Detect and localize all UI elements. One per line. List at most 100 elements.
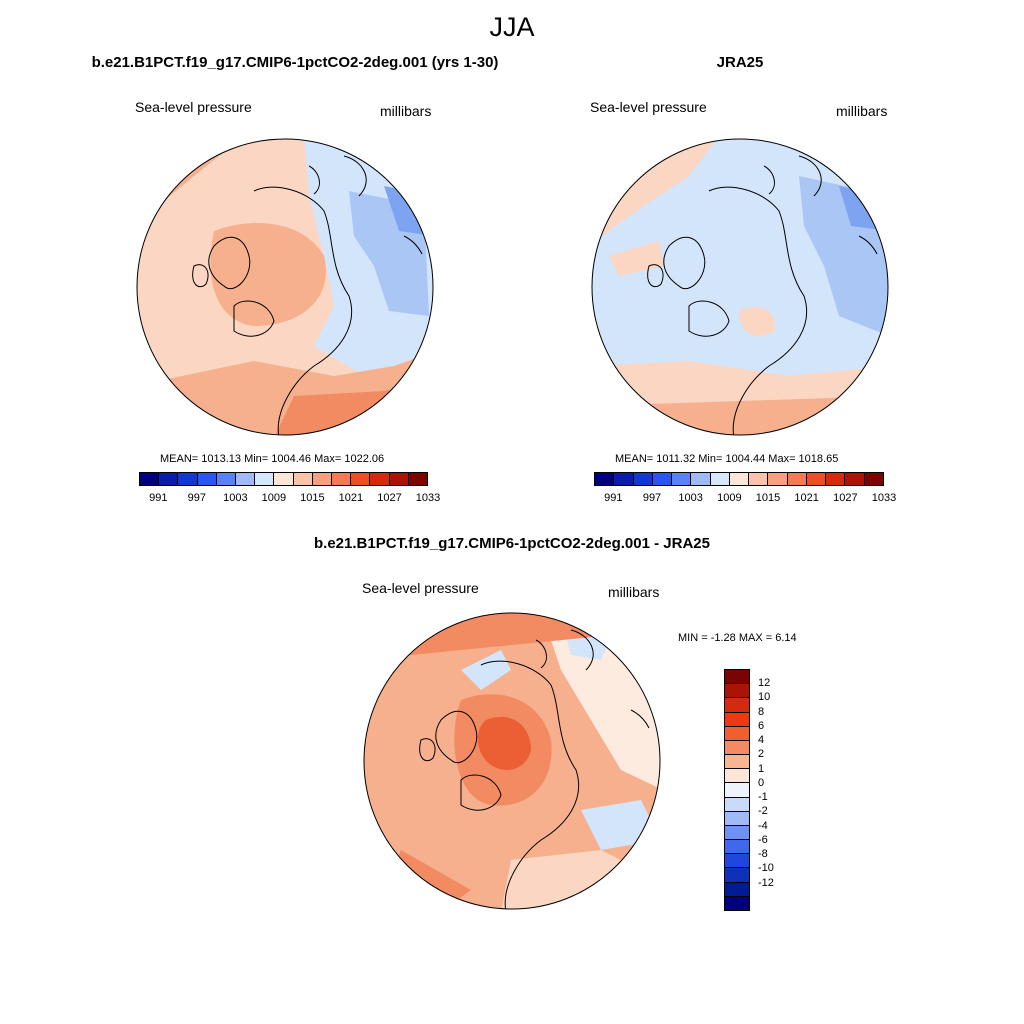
panel-2-colorbar	[594, 472, 884, 486]
panel-2-variable: Sea-level pressure	[590, 99, 707, 115]
colorbar-swatch	[725, 882, 749, 897]
colorbar-swatch	[725, 755, 749, 770]
colorbar-swatch	[845, 473, 865, 485]
panel-3-title: b.e21.B1PCT.f19_g17.CMIP6-1pctCO2-2deg.0…	[314, 535, 710, 552]
colorbar-swatch	[725, 854, 749, 869]
panel-1-units: millibars	[380, 103, 432, 119]
colorbar-tick-label: -10	[758, 862, 774, 875]
colorbar-swatch	[197, 473, 217, 485]
colorbar-tick-label: 6	[758, 719, 765, 732]
colorbar-tick-label: 1021	[338, 492, 364, 504]
panel-3-colorbar	[724, 669, 750, 911]
colorbar-swatch	[652, 473, 673, 485]
colorbar-swatch	[725, 783, 749, 798]
panel-1-variable: Sea-level pressure	[135, 99, 252, 115]
colorbar-swatch	[725, 726, 749, 741]
colorbar-tick-label: -1	[758, 791, 768, 804]
colorbar-swatch	[672, 473, 692, 485]
colorbar-tick-label: 997	[642, 492, 662, 504]
panel-1-polar-map	[136, 138, 434, 436]
colorbar-swatch	[768, 473, 788, 485]
colorbar-swatch	[725, 740, 749, 756]
colorbar-swatch	[725, 868, 749, 883]
colorbar-tick-label: 991	[149, 492, 168, 504]
colorbar-tick-label: 1003	[223, 492, 248, 504]
panel-2-units: millibars	[836, 103, 888, 119]
colorbar-swatch	[236, 473, 256, 485]
colorbar-tick-label: 10	[758, 691, 771, 704]
panel-1-colorbar	[139, 472, 428, 486]
colorbar-tick-label: 2	[758, 748, 765, 761]
panel-3-polar-map	[363, 612, 661, 910]
colorbar-swatch	[710, 473, 730, 485]
colorbar-swatch	[293, 473, 313, 485]
colorbar-tick-label: 1021	[794, 492, 819, 504]
colorbar-tick-label: -8	[758, 848, 768, 861]
colorbar-tick-label: 1033	[871, 492, 897, 504]
colorbar-tick-label: 1033	[415, 492, 441, 504]
panel-3-stats: MIN = -1.28 MAX = 6.14	[678, 632, 797, 644]
figure-title: JJA	[489, 12, 535, 42]
panel-3-colorbar-ticks: 12 10 8 6 4 2 1 0 -1 -2 -4 -6 -8 -10 -12	[758, 669, 798, 911]
colorbar-tick-label: -2	[758, 805, 768, 818]
colorbar-swatch	[595, 473, 615, 485]
colorbar-swatch	[787, 473, 807, 485]
colorbar-tick-label: 1009	[717, 492, 742, 504]
colorbar-tick-label: 1027	[833, 492, 858, 504]
colorbar-swatch	[691, 473, 711, 485]
colorbar-swatch	[749, 473, 769, 485]
colorbar-swatch	[159, 473, 179, 485]
colorbar-swatch	[332, 473, 352, 485]
colorbar-swatch	[725, 811, 749, 826]
colorbar-swatch	[614, 473, 634, 485]
colorbar-tick-label: 1027	[377, 492, 402, 504]
colorbar-tick-label: 8	[758, 705, 765, 718]
colorbar-swatch	[725, 840, 749, 855]
colorbar-swatch	[725, 769, 749, 784]
colorbar-swatch	[725, 797, 749, 812]
colorbar-swatch	[408, 473, 428, 485]
colorbar-tick-label: -12	[758, 876, 774, 889]
colorbar-swatch	[725, 670, 749, 685]
colorbar-tick-label: 1015	[755, 492, 781, 504]
panel-1-colorbar-ticks: 991 997 1003 1009 1015 1021 1027 1033	[139, 492, 440, 506]
colorbar-swatch	[725, 825, 749, 841]
panel-1-stats: MEAN= 1013.13 Min= 1004.46 Max= 1022.06	[160, 453, 385, 465]
colorbar-swatch	[864, 473, 883, 485]
colorbar-swatch	[806, 473, 827, 485]
colorbar-swatch	[826, 473, 846, 485]
colorbar-swatch	[178, 473, 198, 485]
colorbar-tick-label: -6	[758, 833, 768, 846]
colorbar-swatch	[140, 473, 160, 485]
colorbar-tick-label: 997	[187, 492, 206, 504]
colorbar-swatch	[389, 473, 409, 485]
colorbar-tick-label: 991	[604, 492, 623, 504]
colorbar-tick-label: 1009	[261, 492, 287, 504]
colorbar-swatch	[729, 473, 750, 485]
colorbar-tick-label: -4	[758, 819, 768, 832]
panel-3-units: millibars	[608, 584, 660, 600]
colorbar-swatch	[255, 473, 275, 485]
colorbar-tick-label: 4	[758, 734, 765, 747]
panel-2-colorbar-ticks: 991 997 1003 1009 1015 1021 1027 1033	[594, 492, 896, 506]
panel-3-variable: Sea-level pressure	[362, 580, 479, 596]
colorbar-swatch	[216, 473, 237, 485]
colorbar-swatch	[274, 473, 294, 485]
panel-2-title: JRA25	[716, 54, 764, 71]
colorbar-tick-label: 1	[758, 762, 765, 775]
panel-1-title: b.e21.B1PCT.f19_g17.CMIP6-1pctCO2-2deg.0…	[91, 54, 499, 71]
colorbar-swatch	[351, 473, 371, 485]
colorbar-swatch	[725, 896, 749, 910]
colorbar-swatch	[725, 712, 749, 727]
colorbar-swatch	[725, 684, 749, 699]
colorbar-tick-label: 0	[758, 776, 765, 789]
colorbar-swatch	[312, 473, 333, 485]
colorbar-swatch	[633, 473, 653, 485]
colorbar-tick-label: 1015	[300, 492, 325, 504]
colorbar-tick-label: 12	[758, 677, 771, 690]
colorbar-swatch	[370, 473, 390, 485]
panel-2-stats: MEAN= 1011.32 Min= 1004.44 Max= 1018.65	[615, 453, 839, 465]
panel-2-polar-map	[591, 138, 889, 436]
colorbar-tick-label: 1003	[678, 492, 703, 504]
colorbar-swatch	[725, 698, 749, 713]
